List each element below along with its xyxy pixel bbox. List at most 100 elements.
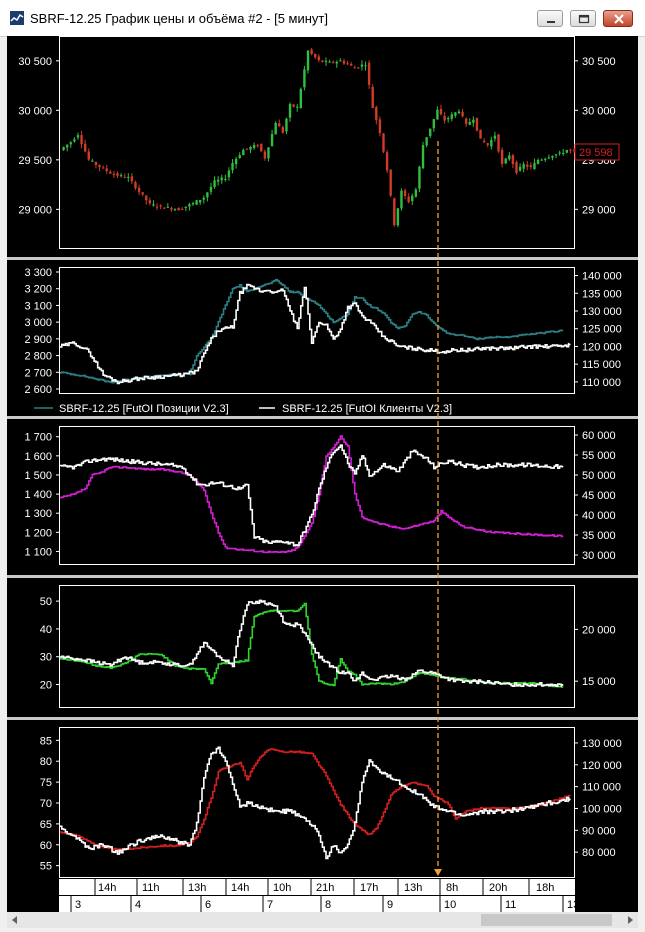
panel-separator[interactable] — [7, 717, 638, 720]
candle-body — [274, 123, 277, 135]
candle-body — [482, 140, 486, 143]
candle-body — [137, 187, 141, 192]
current-price-label — [574, 143, 620, 161]
candle-body — [105, 168, 108, 172]
candle-body — [429, 128, 432, 136]
candle-body — [389, 169, 392, 196]
legend-label-positions: SBRF-12.25 [FutOI Позиции V2.3] — [59, 403, 229, 415]
panel-separator[interactable] — [7, 416, 638, 419]
candle-body — [554, 154, 558, 156]
time-axis-day-label: 11 — [505, 899, 516, 911]
y-tick-label-left: 40 — [40, 624, 52, 636]
y-tick-label-left: 2 900 — [24, 334, 52, 346]
y-tick-label-right: 55 000 — [582, 450, 616, 462]
y-tick-label-left: 30 — [40, 652, 52, 664]
close-button[interactable] — [603, 10, 633, 27]
candle-body — [152, 204, 155, 206]
candle-body — [551, 155, 554, 158]
y-tick-label-left: 30 000 — [18, 105, 52, 117]
legend-label-clients: SBRF-12.25 [FutOI Клиенты V2.3] — [282, 403, 452, 415]
y-tick-label-left: 29 000 — [18, 204, 52, 216]
candle-body — [141, 192, 144, 195]
candle-body — [522, 164, 525, 169]
candle-body — [479, 129, 482, 139]
chart-area[interactable]: 30 500 30 000 29 500 29 000 30 500 30 000 29 5… — [7, 36, 638, 912]
candle-body — [393, 198, 396, 226]
y-tick-label-left: 3 300 — [24, 267, 52, 279]
indicator-series-line — [60, 444, 564, 547]
panel-separator[interactable] — [7, 575, 638, 578]
candle-body — [450, 114, 453, 119]
candle-body — [224, 178, 227, 180]
candle-body — [181, 208, 184, 210]
y-tick-label-right: 115 000 — [582, 359, 621, 371]
time-axis-hour-label: 14h — [98, 882, 116, 894]
candle-body — [572, 149, 576, 151]
y-tick-label-left: 2 800 — [24, 351, 52, 363]
title-bar[interactable]: SBRF-12.25 График цены и объёма #2 - [5 … — [0, 0, 645, 37]
maximize-icon — [578, 14, 590, 24]
y-tick-label-right: 35 000 — [582, 530, 616, 542]
indicator-series-line — [60, 748, 571, 851]
time-axis-hour-label: 10h — [273, 882, 291, 894]
candle-body — [65, 144, 69, 148]
candle-body — [436, 109, 439, 120]
scrollbar-thumb[interactable] — [481, 914, 612, 926]
candle-body — [407, 196, 410, 203]
candle-body — [73, 139, 76, 142]
candle-body — [242, 149, 245, 156]
minimize-button[interactable] — [537, 10, 563, 27]
candle-body — [468, 122, 471, 125]
y-tick-label-left: 55 — [40, 861, 52, 873]
candle-body — [396, 208, 400, 226]
candle-body — [321, 60, 324, 62]
time-axis-hour-label: 11h — [142, 882, 160, 894]
y-tick-label-left: 50 — [40, 596, 52, 608]
chart-canvas[interactable]: 30 500 30 000 29 500 29 000 30 500 30 000 29 5… — [7, 36, 638, 912]
candle-body — [216, 179, 220, 182]
y-tick-label-left: 1 500 — [24, 470, 52, 482]
horizontal-scrollbar[interactable] — [7, 912, 638, 928]
candle-body — [306, 50, 310, 71]
candle-body — [145, 195, 148, 201]
y-tick-label-right: 20 000 — [582, 624, 616, 636]
indicator-series-line — [60, 746, 571, 860]
candle-body — [536, 160, 540, 164]
scroll-left-icon[interactable] — [7, 912, 23, 928]
scroll-right-icon[interactable] — [622, 912, 638, 928]
maximize-button[interactable] — [570, 10, 596, 27]
candle-body — [493, 135, 497, 139]
candle-body — [202, 197, 205, 200]
y-tick-label-left: 65 — [40, 819, 52, 831]
candle-body — [188, 204, 191, 207]
candle-body — [461, 111, 464, 117]
panel-separator[interactable] — [7, 257, 638, 260]
time-axis-day-label: 7 — [267, 899, 273, 911]
window-title: SBRF-12.25 График цены и объёма #2 - [5 … — [30, 11, 328, 26]
candle-body — [317, 56, 320, 61]
candlestick-series — [62, 48, 576, 228]
y-tick-label-right: 125 000 — [582, 324, 622, 336]
candle-body — [130, 176, 134, 182]
candle-body — [285, 118, 288, 132]
candle-body — [353, 67, 356, 69]
y-tick-label-left: 29 500 — [18, 155, 52, 167]
y-tick-label-right: 30 500 — [582, 56, 616, 68]
candle-body — [385, 152, 389, 171]
candle-body — [195, 200, 198, 205]
candle-body — [364, 65, 367, 67]
candle-body — [490, 139, 493, 147]
candle-body — [87, 151, 90, 160]
time-axis-hour-label: 21h — [316, 882, 334, 894]
candle-body — [288, 104, 292, 118]
oi-panel-frame — [59, 267, 575, 394]
candle-body — [234, 158, 238, 165]
candle-body — [209, 186, 213, 192]
candle-body — [220, 177, 223, 181]
candle-body — [227, 170, 231, 178]
candle-body — [544, 158, 547, 160]
candle-body — [98, 164, 101, 168]
candle-body — [464, 118, 468, 124]
candle-body — [101, 167, 105, 169]
candle-body — [569, 149, 572, 151]
